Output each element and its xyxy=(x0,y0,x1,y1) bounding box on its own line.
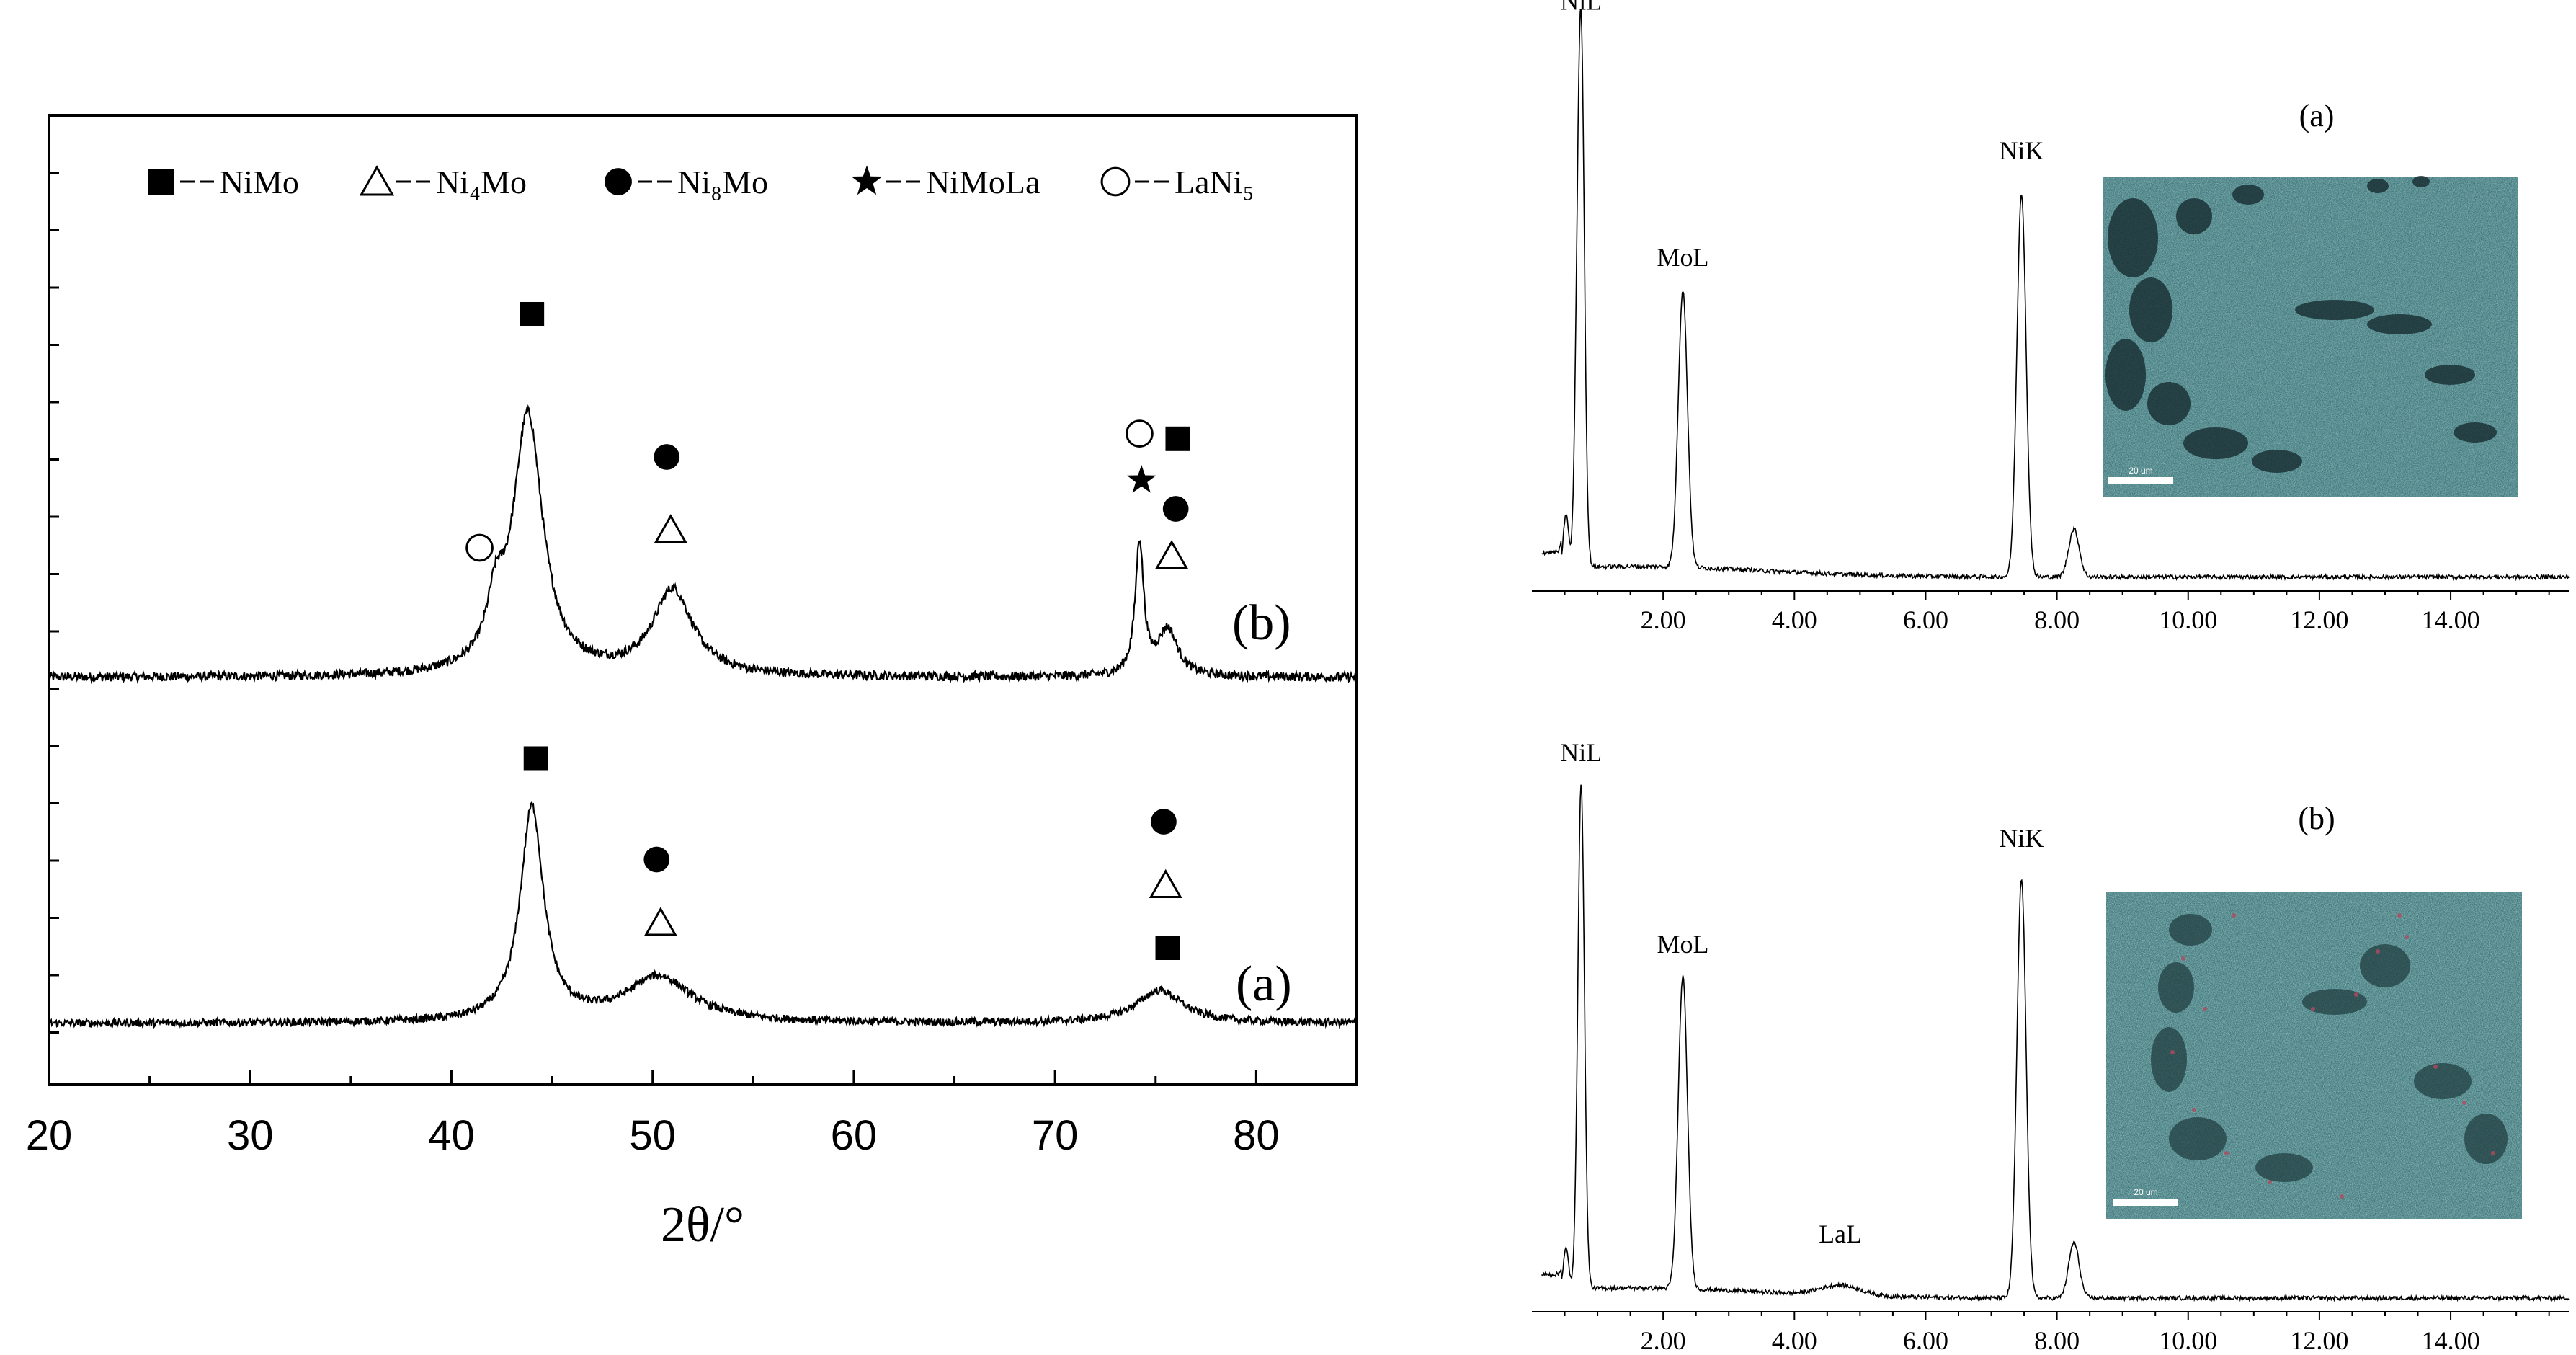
legend-label: NiMoLa xyxy=(926,164,1040,200)
xrd-chart: 20 30 40 50 60 70 80 2θ/° NiMo Ni₄Mo Ni₈Mo NiMoLa… xyxy=(26,114,1358,1253)
eds-spectrum-b: 2.00 4.00 6.00 8.00 10.00 12.00 14.00 NiL MoL LaL… xyxy=(1532,738,2570,1355)
eds-tick-label: 10.00 xyxy=(2159,605,2217,634)
eds-peak-label: NiL xyxy=(1560,0,1602,16)
marker-triangle-open xyxy=(643,907,677,936)
eds-tick-label: 10.00 xyxy=(2159,1326,2217,1355)
marker-star-filled xyxy=(851,165,883,195)
x-tick-label: 40 xyxy=(428,1112,475,1159)
eds-a-panel-label: (a) xyxy=(2299,98,2335,133)
eds-tick-label: 14.00 xyxy=(2422,605,2480,634)
eds-tick-label: 4.00 xyxy=(1772,605,1817,634)
x-tick-label: 20 xyxy=(26,1112,73,1159)
marker-square-filled xyxy=(523,746,548,771)
eds-tick-label: 2.00 xyxy=(1641,605,1686,634)
eds-spectrum-a: 2.00 4.00 6.00 8.00 10.00 12.00 14.00 NiL MoL NiK xyxy=(1532,0,2570,634)
eds-tick-label: 12.00 xyxy=(2290,1326,2348,1355)
svg-text:20 um: 20 um xyxy=(2129,466,2152,476)
svg-text:20 um: 20 um xyxy=(2134,1187,2157,1197)
marker-circle-open xyxy=(1100,166,1131,197)
marker-circle-filled xyxy=(605,168,632,195)
marker-square-filled xyxy=(1155,936,1180,960)
eds-tick-label: 4.00 xyxy=(1772,1326,1817,1355)
x-tick-label: 80 xyxy=(1233,1112,1280,1159)
marker-circle-open xyxy=(465,533,494,562)
xrd-phase-markers xyxy=(465,302,1190,960)
marker-triangle-open xyxy=(1149,868,1182,898)
eds-peak-label: MoL xyxy=(1657,243,1708,272)
eds-peak-label: NiK xyxy=(1999,824,2044,853)
eds-tick-label: 6.00 xyxy=(1903,605,1948,634)
xrd-y-ticks xyxy=(49,172,59,1034)
xrd-legend: NiMo Ni₄Mo Ni₈Mo NiMoLa LaNi₅ xyxy=(148,164,1254,200)
x-tick-label: 50 xyxy=(629,1112,676,1159)
eds-tick-label: 14.00 xyxy=(2422,1326,2480,1355)
marker-circle-filled xyxy=(1151,809,1177,835)
eds-tick-label: 12.00 xyxy=(2290,605,2348,634)
legend-label: LaNi₅ xyxy=(1175,164,1254,200)
xrd-trace-b xyxy=(48,404,1358,685)
xrd-series-label-a: (a) xyxy=(1236,956,1292,1012)
eds-tick-label: 8.00 xyxy=(2034,1326,2080,1355)
x-tick-label: 60 xyxy=(831,1112,878,1159)
marker-circle-filled xyxy=(1162,496,1189,522)
x-tick-label: 70 xyxy=(1032,1112,1079,1159)
eds-tick-label: 8.00 xyxy=(2034,605,2080,634)
x-tick-label: 30 xyxy=(227,1112,274,1159)
legend-label: Ni₈Mo xyxy=(677,164,768,200)
marker-circle-filled xyxy=(654,444,680,470)
xrd-x-axis-label: 2θ/° xyxy=(661,1197,744,1253)
xrd-trace-a xyxy=(48,801,1358,1030)
marker-square-filled xyxy=(148,169,174,195)
xrd-plot-frame xyxy=(48,114,1358,1086)
marker-star-filled xyxy=(1127,465,1156,493)
marker-square-filled xyxy=(520,302,545,326)
eds-peak-label: NiL xyxy=(1560,738,1602,767)
marker-circle-filled xyxy=(643,846,670,873)
marker-square-filled xyxy=(1165,426,1190,451)
marker-triangle-open xyxy=(1155,540,1189,569)
marker-triangle-open xyxy=(654,514,687,543)
eds-tick-label: 2.00 xyxy=(1641,1326,1686,1355)
eds-b-panel-label: (b) xyxy=(2298,801,2335,836)
marker-triangle-open xyxy=(359,165,395,196)
xrd-x-ticks xyxy=(148,1070,1257,1085)
eds-peak-label: NiK xyxy=(1999,136,2044,165)
eds-peak-label: MoL xyxy=(1657,930,1708,959)
legend-label: Ni₄Mo xyxy=(436,164,527,200)
xrd-x-tick-labels: 20 30 40 50 60 70 80 xyxy=(26,1112,1280,1159)
eds-trace xyxy=(1541,9,2570,582)
eds-peak-label: LaL xyxy=(1819,1220,1862,1248)
xrd-traces xyxy=(48,404,1358,1030)
eds-trace xyxy=(1541,784,2570,1302)
sem-image-b: 20 um xyxy=(2106,892,2522,1219)
marker-circle-open xyxy=(1126,419,1154,448)
sem-image-a: 20 um xyxy=(2103,176,2518,497)
eds-tick-label: 6.00 xyxy=(1903,1326,1948,1355)
xrd-series-label-b: (b) xyxy=(1232,595,1291,651)
legend-label: NiMo xyxy=(220,164,299,200)
